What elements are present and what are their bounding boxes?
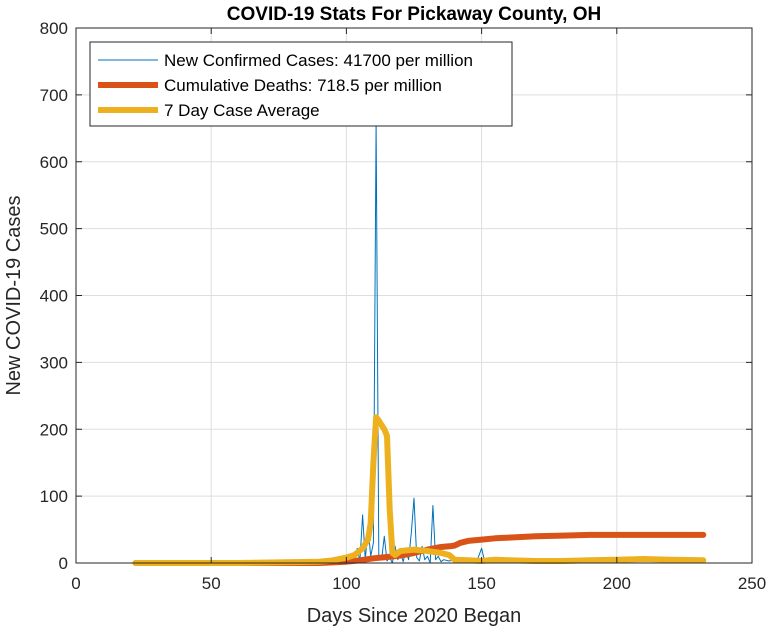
x-tick-label: 0 xyxy=(71,574,80,593)
y-tick-label: 600 xyxy=(40,153,68,172)
y-tick-label: 300 xyxy=(40,353,68,372)
legend-label-3: 7 Day Case Average xyxy=(164,101,320,120)
y-tick-label: 700 xyxy=(40,86,68,105)
x-tick-label: 150 xyxy=(467,574,495,593)
series-layer xyxy=(132,121,707,566)
legend-label-2: Cumulative Deaths: 718.5 per million xyxy=(164,76,442,95)
legend-entries: New Confirmed Cases: 41700 per million Cu… xyxy=(98,51,473,120)
series-line-1 xyxy=(135,121,704,564)
series-line-2 xyxy=(132,531,707,566)
y-tick-label: 0 xyxy=(59,554,68,573)
legend-label-1: New Confirmed Cases: 41700 per million xyxy=(164,51,473,70)
y-tick-label: 800 xyxy=(40,19,68,38)
x-tick-label: 250 xyxy=(738,574,766,593)
y-tick-label: 200 xyxy=(40,420,68,439)
x-tick-label: 200 xyxy=(603,574,631,593)
x-axis-label: Days Since 2020 Began xyxy=(307,605,522,627)
legend: New Confirmed Cases: 41700 per million Cu… xyxy=(89,41,513,127)
x-tick-label: 50 xyxy=(202,574,221,593)
legend-box xyxy=(89,41,513,127)
y-tick-label: 100 xyxy=(40,487,68,506)
series-line-3 xyxy=(132,414,707,566)
chart-title: COVID-19 Stats For Pickaway County, OH xyxy=(227,4,601,25)
y-axis-label: New COVID-19 Cases xyxy=(3,195,25,395)
ticks: 0 50 100 150 200 250 0 100 200 300 400 500 600 700 800 xyxy=(40,19,767,593)
y-tick-label: 400 xyxy=(40,287,68,306)
x-tick-label: 100 xyxy=(332,574,360,593)
y-tick-label: 500 xyxy=(40,220,68,239)
